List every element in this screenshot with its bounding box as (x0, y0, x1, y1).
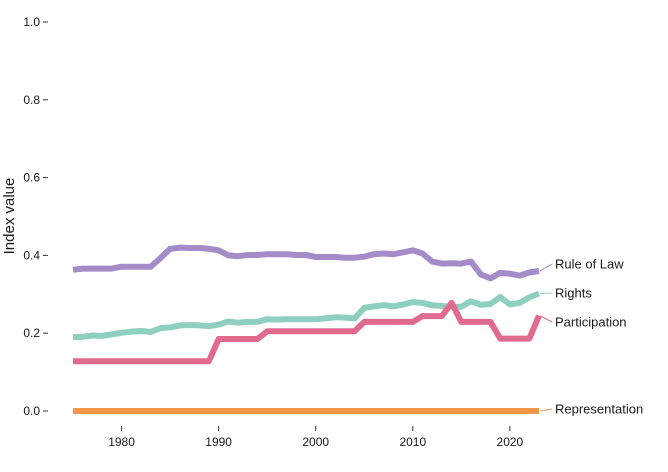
series-line-rule-of-law (72, 244, 540, 282)
y-axis: 0.0 0.2 0.4 0.6 0.8 1.0 (23, 15, 48, 418)
series-label-leader (539, 263, 553, 272)
x-tick-label: 1990 (205, 435, 232, 449)
series-label-rights: Rights (555, 286, 592, 301)
series-labels: Rule of Law Rights Participation Representa… (539, 257, 643, 417)
series-label-leader (539, 292, 553, 295)
series-label-leader (539, 315, 553, 323)
y-tick-label: 1.0 (23, 15, 40, 29)
series-label-participation: Participation (555, 315, 627, 330)
y-tick-label: 0.8 (23, 93, 40, 107)
series-label-rule-of-law: Rule of Law (555, 257, 624, 272)
x-tick-label: 2020 (497, 435, 524, 449)
x-tick-label: 2010 (399, 435, 426, 449)
x-axis: 1980 1990 2000 2010 2020 (108, 426, 524, 449)
series-label-leader (539, 408, 553, 412)
series-line-participation (73, 299, 542, 365)
y-tick-label: 0.0 (23, 404, 40, 418)
y-axis-title: Index value (1, 178, 18, 255)
x-tick-label: 1980 (108, 435, 135, 449)
series-lines (72, 244, 542, 414)
y-tick-label: 0.2 (23, 326, 40, 340)
x-tick-label: 2000 (302, 435, 329, 449)
y-tick-label: 0.4 (23, 248, 40, 262)
y-tick-label: 0.6 (23, 171, 40, 185)
series-line-rights (72, 290, 541, 341)
series-label-representation: Representation (555, 402, 643, 417)
